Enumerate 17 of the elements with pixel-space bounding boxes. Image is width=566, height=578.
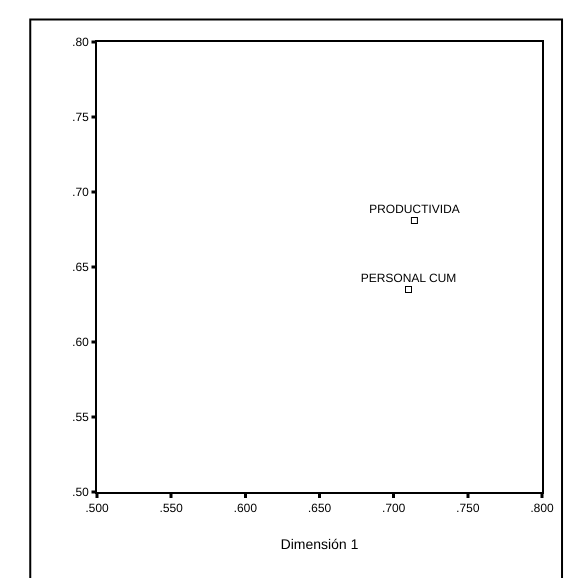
x-tick-label: .600	[234, 501, 258, 516]
x-tick-label: .650	[308, 501, 332, 516]
x-tick-label: .800	[530, 501, 554, 516]
y-tick-label: .50	[72, 485, 90, 500]
y-tick-label: .60	[72, 335, 90, 350]
y-tick-label: .55	[72, 410, 90, 424]
data-label: PERSONAL CUM	[360, 270, 456, 285]
y-tick-label: .70	[72, 185, 90, 200]
x-tick-label: .500	[85, 501, 109, 516]
data-label: PRODUCTIVIDA	[369, 202, 460, 216]
x-tick-label: .700	[382, 501, 406, 516]
x-tick-label: .550	[159, 501, 184, 516]
x-tick-label: .750	[456, 501, 480, 516]
y-tick-label: .65	[72, 260, 90, 274]
y-tick-label: .75	[72, 110, 90, 124]
y-tick-label: .80	[72, 35, 90, 50]
x-axis-title: Dimensión 1	[280, 536, 359, 552]
